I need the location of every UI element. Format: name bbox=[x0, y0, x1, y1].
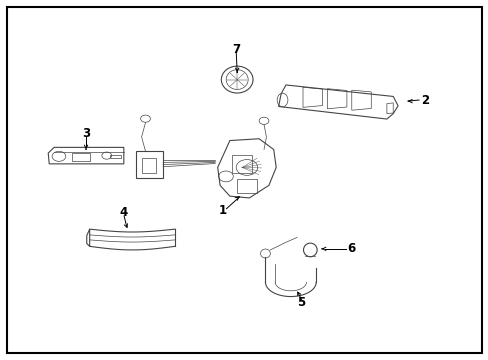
Bar bbox=[72, 153, 90, 161]
Text: 2: 2 bbox=[420, 94, 428, 107]
Bar bbox=[136, 151, 162, 178]
Bar bbox=[237, 179, 256, 193]
Bar bbox=[232, 155, 251, 173]
Bar bbox=[142, 158, 156, 173]
Text: 3: 3 bbox=[82, 127, 90, 140]
Text: 1: 1 bbox=[218, 204, 226, 217]
Text: 6: 6 bbox=[347, 242, 355, 255]
Text: 4: 4 bbox=[120, 207, 128, 220]
Bar bbox=[110, 155, 121, 158]
Text: 7: 7 bbox=[232, 42, 240, 55]
Text: 5: 5 bbox=[297, 296, 305, 309]
